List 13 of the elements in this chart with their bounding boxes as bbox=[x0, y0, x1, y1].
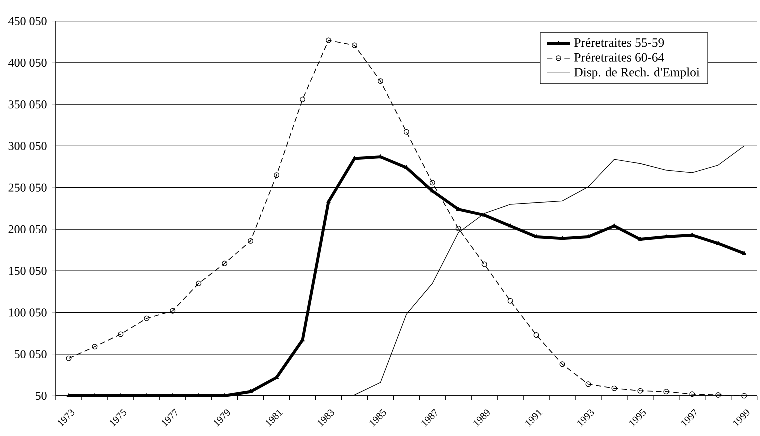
y-tick-label: 250 050 bbox=[8, 184, 47, 192]
y-tick-label: 300 050 bbox=[8, 142, 47, 150]
y-tick-label: 100 050 bbox=[9, 308, 47, 317]
y-tick-label: 50 050 bbox=[14, 350, 47, 358]
legend-label: Disp. de Rech. d'Emploi bbox=[574, 68, 700, 80]
y-tick-label: 350 050 bbox=[8, 100, 47, 109]
y-tick-label: 450 050 bbox=[8, 17, 47, 26]
y-tick-label: 150 050 bbox=[9, 267, 47, 276]
legend-label: Préretraites 55-59 bbox=[574, 38, 664, 48]
y-tick-label: 50 bbox=[36, 392, 47, 400]
y-tick-label: 200 050 bbox=[8, 225, 47, 234]
y-tick-label: 400 050 bbox=[8, 58, 47, 68]
legend-label: Préretraites 60-64 bbox=[574, 52, 664, 62]
